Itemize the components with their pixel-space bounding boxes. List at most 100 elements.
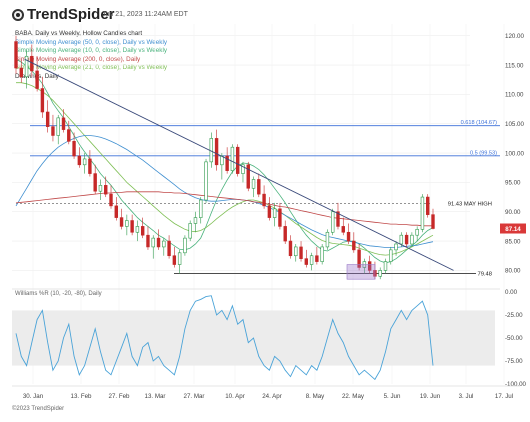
candle-body	[299, 246, 303, 259]
candle-body	[278, 208, 282, 227]
price-y-tick-label: 80.00	[505, 268, 521, 275]
candle-body	[177, 252, 182, 265]
trendspider-logo-icon	[12, 8, 24, 21]
last-price-tag	[500, 223, 526, 234]
price-y-tick-label: 115.00	[505, 62, 524, 69]
sma-line	[15, 135, 434, 248]
legend-item-sma-200[interactable]: Simple Moving Average (200, 0, close), D…	[15, 55, 141, 63]
x-tick-label: 13. Feb	[71, 393, 93, 400]
x-tick-label: 30. Jan	[23, 393, 44, 400]
legend-item-sma-50[interactable]: Simple Moving Average (50, 0, close), Da…	[15, 38, 168, 46]
candle-body	[209, 138, 214, 163]
candle-body	[383, 261, 388, 271]
candle-body	[230, 146, 235, 171]
candle-body	[151, 237, 155, 248]
x-tick-label: 22. May	[342, 393, 365, 400]
candle-body	[188, 223, 192, 239]
candle-body	[14, 41, 18, 69]
candle-body	[135, 226, 140, 233]
candle-body	[315, 255, 319, 262]
sma-line	[15, 191, 433, 227]
candle-body	[267, 205, 272, 218]
price-y-tick-label: 120.00	[505, 33, 524, 40]
candle-body	[172, 255, 177, 265]
support-box	[346, 264, 376, 280]
candle-body	[125, 220, 129, 227]
trendspider-logo: TrendSpider	[12, 6, 115, 23]
candle-body	[404, 234, 409, 245]
price-y-tick-label: 85.00	[505, 238, 521, 245]
williams-y-tick-label: 0.00	[505, 289, 518, 296]
legend-item-sma-10[interactable]: Simple Moving Average (10, 0, close), Da…	[15, 47, 168, 55]
logo-text: TrendSpider	[27, 6, 115, 23]
chart-timestamp: Jun 21, 2023 11:24AM EDT	[102, 11, 188, 18]
candle-body	[415, 229, 419, 236]
x-tick-label: 3. Jul	[459, 393, 474, 400]
candle-body	[119, 217, 124, 227]
candle-body	[77, 155, 82, 166]
x-tick-label: 27. Mar	[184, 393, 205, 400]
price-y-tick-label: 90.00	[505, 209, 521, 216]
candle-body	[82, 158, 87, 166]
candle-body	[72, 141, 76, 157]
legend-item-sma-21[interactable]: Simple Moving Average (21, 0, close), Da…	[15, 64, 168, 72]
candle-body	[40, 88, 45, 113]
sma-line	[16, 82, 434, 256]
candle-body	[204, 161, 208, 201]
candle-body	[24, 55, 29, 78]
downtrend-line	[24, 58, 454, 271]
candle-body	[331, 211, 335, 233]
candle-body	[367, 261, 372, 271]
x-tick-label: 24. Apr	[262, 393, 282, 400]
last-price-label: 87.14	[505, 226, 521, 233]
price-y-tick-label: 100.00	[505, 150, 524, 157]
candle-body	[104, 185, 108, 195]
candle-body	[399, 234, 404, 245]
williams-y-tick-label: -100.00	[505, 381, 527, 388]
candle-body	[288, 240, 293, 257]
candle-body	[19, 67, 23, 78]
candle-body	[146, 234, 150, 248]
candle-body	[183, 237, 187, 254]
candle-body	[193, 217, 198, 224]
candle-body	[410, 234, 414, 245]
candle-body	[93, 173, 97, 192]
support-label: 79.48	[477, 271, 492, 277]
candle-body	[98, 185, 103, 192]
candle-body	[309, 255, 314, 265]
candle-body	[235, 146, 240, 174]
candle-body	[67, 129, 71, 142]
candle-body	[272, 208, 277, 218]
candle-body	[214, 138, 219, 166]
candle-body	[114, 205, 118, 218]
price-y-tick-label: 105.00	[505, 121, 524, 128]
williams-r-label: Williams %R (10, -20, -80), Daily	[15, 291, 102, 297]
candle-body	[352, 240, 356, 251]
x-tick-label: 8. May	[306, 393, 325, 400]
williams-y-tick-label: -75.00	[505, 358, 523, 365]
candle-body	[241, 164, 245, 174]
fib-level-label: 0.618 (104.67)	[461, 120, 498, 126]
candle-body	[167, 240, 171, 257]
candle-body	[220, 155, 224, 166]
candle-body	[431, 214, 435, 229]
candle-body	[51, 126, 55, 136]
candle-body	[320, 246, 324, 262]
x-tick-label: 13. Mar	[145, 393, 166, 400]
candle-body	[262, 193, 266, 207]
x-tick-label: 5. Jun	[384, 393, 401, 400]
candle-body	[294, 246, 298, 257]
sma-line	[15, 58, 434, 264]
candle-body	[420, 196, 425, 230]
price-y-tick-label: 95.00	[505, 180, 521, 187]
williams-y-tick-label: -50.00	[505, 335, 523, 342]
candle-body	[346, 231, 351, 242]
candle-body	[140, 226, 145, 236]
x-tick-label: 17. Jul	[495, 393, 513, 400]
candle-body	[325, 231, 330, 248]
candle-body	[283, 226, 287, 242]
candle-body	[389, 249, 393, 262]
x-tick-label: 10. Apr	[225, 393, 245, 400]
